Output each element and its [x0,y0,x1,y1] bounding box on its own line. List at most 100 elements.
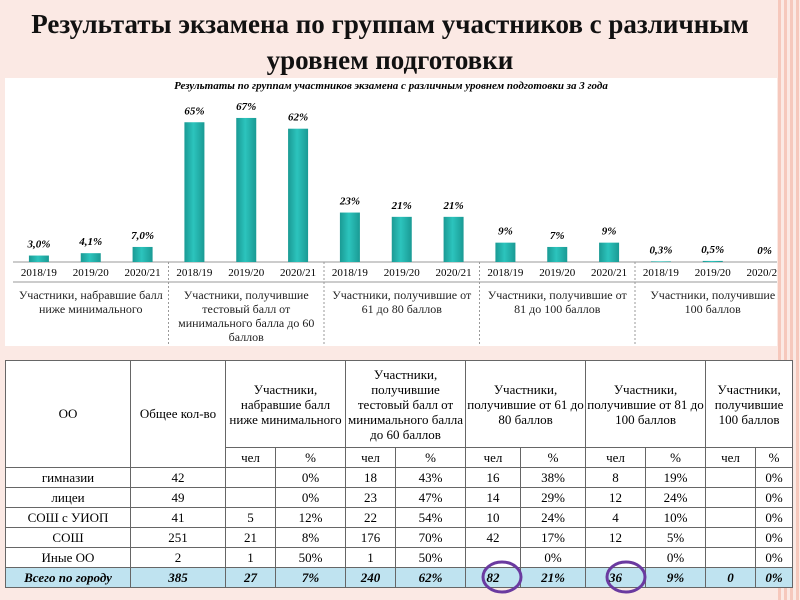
table-cell: 7% [274,567,347,588]
table-cell: 38% [520,467,587,488]
table-cell: Всего по городу [5,567,131,588]
header-row: ОО Общее кол-во Участники, набравшие балл … [5,360,794,468]
table-row: Всего по городу 385 27 7% 240 62% 82 21% 36 9% 0 0% [5,567,794,588]
bar [80,253,101,262]
value-label: 0% [757,245,772,257]
table-cell: 18 [345,467,397,488]
x-tick-label: 2020/21 [125,267,161,279]
table-cell: 9% [645,567,707,588]
table-row: СОШ с УИОП 41 5 12% 22 54% 10 24% 4 10% 0% [5,507,794,528]
group-label: Участники, получившие от 81 до 100 балло… [487,288,627,316]
table-row: лицеи 49 0% 23 47% 14 29% 12 24% 0% [5,487,794,508]
table-cell: СОШ [5,527,131,548]
bar [28,255,49,262]
table-cell: 82 [465,567,522,588]
x-tick-label: 2019/20 [384,267,421,279]
table-cell [705,507,757,528]
table-cell [585,547,647,568]
value-label: 23% [339,196,360,208]
table-cell: 10% [645,507,707,528]
table-cell: 19% [645,467,707,488]
chart: Результаты по группам участников экзамен… [13,80,777,346]
header-cell: чел [705,447,757,468]
table-cell: 5% [645,527,707,548]
bar [443,216,464,262]
table-cell: 24% [520,507,587,528]
table: ОО Общее кол-во Участники, набравшие балл … [5,360,794,588]
table-cell: 176 [345,527,397,548]
value-label: 21% [391,200,412,212]
table-cell [705,467,757,488]
table-cell: 1 [225,547,276,568]
header-cell: Участники, получившие от 61 до 80 баллов [465,360,587,448]
slide-title: Результаты экзамена по группам участнико… [31,9,749,75]
value-label: 62% [288,112,308,124]
group-label: Участники, набравшие балл ниже минимальн… [18,288,163,316]
table-cell: 70% [395,527,467,548]
value-label: 65% [184,105,204,117]
header-cell: чел [465,447,522,468]
table-cell [705,547,757,568]
table-cell: 251 [130,527,226,548]
table-cell: 0% [755,527,794,548]
x-tick-label: 2019/20 [695,267,732,279]
table-cell: 41 [130,507,226,528]
table-cell: 50% [395,547,467,568]
x-tick-label: 2018/19 [176,267,213,279]
x-tick-label: 2018/19 [21,267,58,279]
table-cell [705,527,757,548]
table-cell: 8% [274,527,347,548]
header-cell: Участники, получившие 100 баллов [705,360,794,448]
table-cell: 29% [520,487,587,508]
bar [288,128,309,262]
table-cell: 385 [130,567,226,588]
table-row: СОШ 251 21 8% 176 70% 42 17% 12 5% 0% [5,527,794,548]
header-cell: % [645,447,707,468]
table-cell: 21% [520,567,587,588]
table-cell: 0% [755,567,794,588]
header-row: чел% чел% чел% чел% чел% [6,447,794,468]
table-cell: Иные ОО [5,547,131,568]
chart-panel: Результаты по группам участников экзамен… [5,78,777,346]
x-tick-label: 2018/19 [332,267,369,279]
bar [132,246,153,262]
table-cell: 12 [585,527,647,548]
table-cell: 17% [520,527,587,548]
header-cell: % [520,447,587,468]
table-cell: 21 [225,527,276,548]
bar [236,117,257,262]
table-cell: 0% [520,547,587,568]
table-cell [465,547,522,568]
table-cell: 2 [130,547,226,568]
table-cell: 50% [274,547,347,568]
bar [339,212,360,262]
table-cell: 42 [465,527,522,548]
table-cell: 10 [465,507,522,528]
table-cell: 12% [274,507,347,528]
table-cell: 0% [274,467,347,488]
table-cell: 22 [345,507,397,528]
table-cell: 0% [755,487,794,508]
table-cell: гимназии [5,467,131,488]
x-tick-label: 2018/19 [487,267,524,279]
header-cell: Участники, получившие от 81 до 100 балло… [585,360,707,448]
table-row: Иные ОО 2 1 50% 1 50% 0% 0% 0% [5,547,794,568]
value-label: 9% [602,226,617,238]
value-label: 9% [498,226,513,238]
table-cell: 23 [345,487,397,508]
table-cell: 4 [585,507,647,528]
header-cell: чел [225,447,276,468]
table-cell: 0% [755,467,794,488]
bar [547,246,568,262]
header-cell: чел [585,447,647,468]
x-tick-label: 2020/21 [747,267,777,279]
group-label: Участники, получившие от 61 до 80 баллов [332,288,472,316]
table-row: гимназии 42 0% 18 43% 16 38% 8 19% 0% [5,467,794,488]
table-cell: 1 [345,547,397,568]
group-label: Участники, получившие 100 баллов [650,288,776,316]
table-cell: 62% [395,567,467,588]
value-label: 7,0% [131,230,154,242]
header-cell: % [755,447,794,468]
value-label: 21% [442,200,463,212]
